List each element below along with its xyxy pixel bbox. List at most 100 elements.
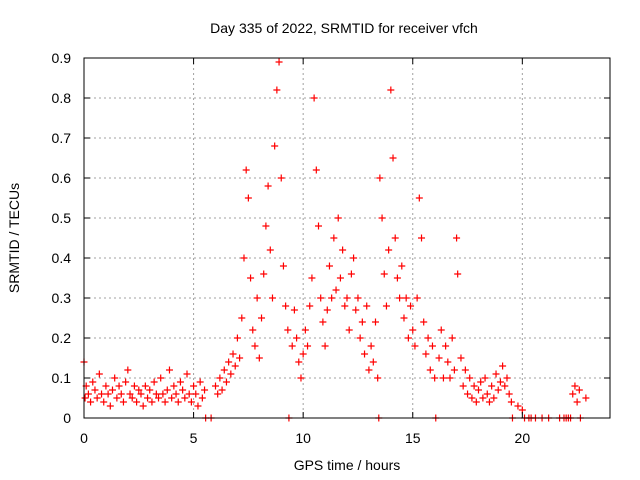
y-tick-label: 0.3 [52, 290, 72, 306]
data-point [385, 246, 393, 254]
data-point [345, 326, 353, 334]
data-point [492, 370, 500, 378]
data-point [323, 306, 331, 314]
data-point [242, 166, 250, 174]
data-point [304, 342, 312, 350]
data-point [222, 378, 230, 386]
data-point [111, 374, 119, 382]
data-point [426, 366, 434, 374]
data-point [128, 394, 136, 402]
data-point [380, 270, 388, 278]
data-point [457, 354, 465, 362]
data-point [133, 398, 141, 406]
data-point [400, 314, 408, 322]
data-point [483, 390, 491, 398]
data-point [468, 394, 476, 402]
data-point [227, 370, 235, 378]
data-point [240, 254, 248, 262]
data-point [569, 390, 577, 398]
data-point [185, 390, 193, 398]
x-tick-label: 15 [405, 430, 421, 446]
data-point [113, 394, 121, 402]
y-tick-label: 0.2 [52, 330, 72, 346]
data-point [575, 386, 583, 394]
data-point [363, 302, 371, 310]
data-point [389, 154, 397, 162]
x-tick-label: 5 [190, 430, 198, 446]
data-point [212, 382, 219, 390]
data-point [284, 326, 292, 334]
data-point [174, 398, 182, 406]
data-point [424, 334, 432, 342]
data-point [299, 350, 307, 358]
data-point [293, 334, 301, 342]
x-tick-label: 20 [515, 430, 531, 446]
data-point [507, 398, 515, 406]
data-point [490, 394, 498, 402]
data-point [104, 390, 112, 398]
data-point [365, 366, 373, 374]
data-point [262, 222, 270, 230]
data-point [115, 382, 123, 390]
data-point [358, 318, 366, 326]
y-tick-label: 0.6 [52, 170, 72, 186]
data-point [446, 374, 454, 382]
data-point [334, 214, 342, 222]
data-point [108, 386, 116, 394]
data-point [367, 342, 375, 350]
data-point [422, 350, 430, 358]
data-point [170, 382, 178, 390]
data-point [442, 342, 450, 350]
data-point [93, 394, 101, 402]
data-point [332, 286, 340, 294]
data-point [319, 318, 327, 326]
data-point [106, 402, 114, 410]
data-point [176, 378, 184, 386]
data-point [571, 382, 579, 390]
data-points [80, 58, 590, 422]
data-point [264, 182, 272, 190]
data-point [378, 214, 386, 222]
data-point [339, 246, 347, 254]
x-tick-label: 0 [80, 430, 88, 446]
data-point [181, 394, 189, 402]
plot-frame [83, 57, 611, 419]
data-point [194, 402, 202, 410]
data-point [196, 378, 204, 386]
data-point [361, 350, 369, 358]
data-point [198, 394, 206, 402]
data-point [258, 314, 266, 322]
data-point [330, 234, 338, 242]
data-point [352, 306, 360, 314]
data-point [297, 374, 305, 382]
x-axis-label: GPS time / hours [294, 457, 401, 473]
data-point [475, 386, 482, 394]
data-point [472, 398, 480, 406]
data-point [488, 382, 496, 390]
data-point [391, 234, 399, 242]
data-point [282, 302, 290, 310]
data-point [190, 382, 198, 390]
data-point [163, 386, 171, 394]
x-tick-labels: 0 5 10 15 20 [80, 430, 530, 446]
data-point [470, 382, 478, 390]
data-point [126, 390, 134, 398]
data-point [273, 86, 281, 94]
data-point [266, 246, 274, 254]
data-point [271, 142, 279, 150]
grid-lines [84, 58, 610, 418]
data-point [418, 234, 426, 242]
data-point [514, 402, 522, 410]
data-point [152, 390, 160, 398]
data-point [301, 326, 309, 334]
data-point [98, 390, 106, 398]
data-point [343, 294, 351, 302]
data-point [192, 390, 200, 398]
data-point [413, 294, 421, 302]
data-point [130, 382, 138, 390]
y-tick-label: 0 [63, 410, 71, 426]
data-point [220, 366, 228, 374]
data-point [117, 390, 125, 398]
data-point [444, 358, 452, 366]
data-point [218, 386, 226, 394]
